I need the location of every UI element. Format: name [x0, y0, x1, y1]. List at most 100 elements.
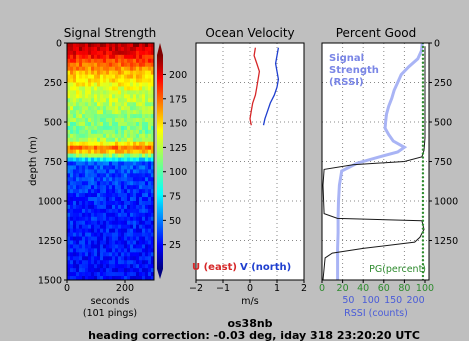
heatmap-cell: [67, 232, 71, 238]
heatmap-cell: [136, 272, 140, 277]
heatmap-cell: [106, 272, 110, 277]
heatmap-cell: [94, 122, 98, 127]
heatmap-cell: [67, 268, 71, 273]
heatmap-cell: [91, 185, 95, 190]
heatmap-cell: [121, 82, 125, 88]
heatmap-cell: [91, 62, 95, 68]
heatmap-cell: [139, 94, 143, 99]
heatmap-cell: [118, 228, 122, 234]
heatmap-cell: [85, 256, 89, 261]
heatmap-cell: [112, 133, 116, 139]
heatmap-cell: [82, 276, 86, 280]
heatmap-cell: [88, 185, 92, 190]
heatmap-cell: [94, 193, 98, 198]
pg-point: [421, 203, 425, 207]
heatmap-cell: [82, 208, 86, 214]
heatmap-cell: [130, 145, 134, 151]
heatmap-cell: [91, 276, 95, 280]
heatmap-cell: [67, 58, 71, 64]
velocity-tick-label: 0: [247, 283, 253, 294]
heatmap-cell: [124, 94, 128, 99]
heatmap-cell: [151, 165, 154, 170]
heatmap-cell: [130, 216, 134, 222]
heatmap-cell: [145, 197, 149, 202]
heatmap-cell: [91, 98, 95, 103]
heatmap-cell: [79, 177, 83, 182]
heatmap-cell: [121, 220, 125, 226]
heatmap-cell: [130, 78, 134, 84]
right-depth-tick-label: 250: [434, 78, 452, 89]
heatmap-cell: [88, 90, 92, 95]
heatmap-cell: [142, 133, 146, 139]
heatmap-cell: [112, 240, 116, 246]
heatmap-cell: [91, 161, 95, 167]
heatmap-cell: [142, 122, 146, 127]
heatmap-cell: [136, 129, 140, 135]
heatmap-cell: [76, 122, 80, 127]
heatmap-cell: [142, 149, 146, 155]
heatmap-cell: [148, 228, 152, 234]
heatmap-cell: [130, 94, 134, 99]
heatmap-cell: [106, 264, 110, 269]
heatmap-cell: [115, 133, 119, 139]
heatmap-cell: [70, 114, 74, 119]
heatmap-cell: [67, 74, 71, 80]
heatmap-cell: [133, 153, 137, 159]
heatmap-cell: [100, 169, 104, 174]
heatmap-cell: [88, 236, 92, 242]
heatmap-cell: [139, 86, 143, 91]
heatmap-cell: [130, 90, 134, 95]
heatmap-cell: [85, 276, 89, 280]
heatmap-cell: [109, 216, 113, 222]
heatmap-cell: [100, 46, 104, 52]
heatmap-cell: [130, 252, 134, 257]
heatmap-cell: [112, 129, 116, 135]
heatmap-cell: [130, 189, 134, 194]
heatmap-cell: [91, 272, 95, 277]
heatmap-cell: [91, 244, 95, 249]
heatmap-cell: [118, 133, 122, 139]
heatmap-cell: [88, 201, 92, 206]
heatmap-cell: [148, 181, 152, 186]
heatmap-cell: [136, 165, 140, 170]
heatmap-cell: [130, 129, 134, 135]
heatmap-cell: [79, 256, 83, 261]
heatmap-cell: [127, 125, 131, 131]
heatmap-cell: [79, 260, 83, 265]
heatmap-cell: [130, 228, 134, 234]
heatmap-cell: [82, 220, 86, 226]
heatmap-cell: [130, 240, 134, 246]
heatmap-cell: [106, 240, 110, 246]
heatmap-cell: [139, 50, 143, 56]
heatmap-cell: [133, 272, 137, 277]
heatmap-cell: [112, 43, 116, 48]
heatmap-cell: [139, 66, 143, 72]
heatmap-cell: [76, 177, 80, 182]
heatmap-cell: [118, 129, 122, 135]
heatmap-cell: [127, 58, 131, 64]
heatmap-cell: [130, 161, 134, 167]
heatmap-cell: [67, 165, 71, 170]
heatmap-cell: [67, 256, 71, 261]
heatmap-cell: [106, 74, 110, 80]
heatmap-cell: [142, 46, 146, 52]
heatmap-cell: [145, 212, 149, 218]
pg-point: [421, 176, 425, 179]
heatmap-cell: [88, 197, 92, 202]
heatmap-cell: [88, 98, 92, 103]
heatmap-cell: [121, 264, 125, 269]
heatmap-cell: [97, 197, 101, 202]
heatmap-cell: [94, 70, 98, 76]
heatmap-cell: [91, 90, 95, 95]
heatmap-cell: [151, 220, 154, 226]
heatmap-cell: [145, 149, 149, 155]
heatmap-cell: [76, 240, 80, 246]
heatmap-cell: [88, 169, 92, 174]
rssi-annotation-line: (RSSI): [329, 77, 364, 88]
heatmap-cell: [118, 145, 122, 151]
pg-point: [421, 251, 425, 254]
heatmap-cell: [88, 86, 92, 91]
heatmap-cell: [70, 43, 74, 48]
heatmap-cell: [73, 228, 77, 234]
pg-point: [421, 57, 425, 60]
